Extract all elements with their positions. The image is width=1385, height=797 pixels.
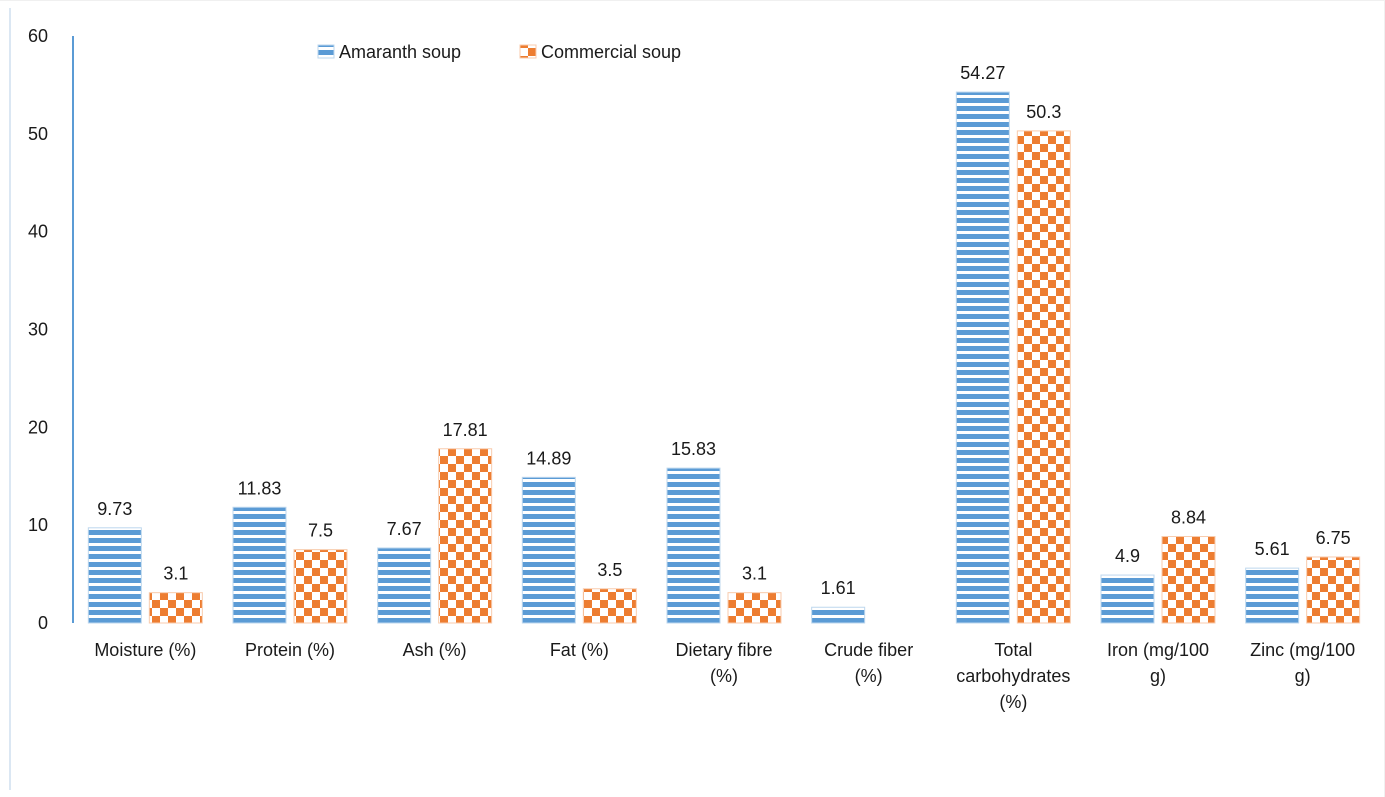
category-label: Crude fiber (%) (824, 640, 913, 686)
bar-amaranth (955, 91, 1010, 624)
y-tick-label: 30 (28, 320, 48, 340)
category-label: Iron (mg/100 g) (1107, 640, 1209, 686)
bar-commercial (727, 592, 782, 624)
data-label: 50.3 (1026, 102, 1061, 122)
bars (87, 91, 1361, 624)
data-label: 3.5 (597, 560, 622, 580)
bar-amaranth (521, 476, 576, 624)
data-label: 7.5 (308, 521, 333, 541)
bar-commercial (1161, 536, 1216, 624)
bar-amaranth (666, 467, 721, 624)
data-label: 11.83 (238, 478, 282, 498)
category-label: Total carbohydrates (%) (956, 640, 1070, 712)
data-labels: 9.73 11.83 7.67 14.89 15.83 1.61 54.27 4.9 5.61 3… (97, 63, 1350, 598)
category-labels: Moisture (%) Protein (%) Ash (%) Fat (%) Die… (94, 640, 1355, 712)
y-tick-label: 0 (38, 613, 48, 633)
bar-amaranth (87, 527, 142, 624)
data-label: 5.61 (1255, 539, 1290, 559)
data-label: 54.27 (960, 63, 1005, 83)
legend-swatch-commercial (519, 44, 537, 59)
data-label: 6.75 (1316, 528, 1351, 548)
category-label: Protein (%) (245, 640, 335, 660)
data-label: 1.61 (821, 578, 856, 598)
y-tick-label: 10 (28, 515, 48, 535)
data-label: 14.89 (526, 448, 571, 468)
data-label: 15.83 (671, 439, 716, 459)
data-label: 3.1 (742, 564, 767, 584)
y-tick-label: 40 (28, 222, 48, 242)
category-label: Dietary fibre (%) (675, 640, 772, 686)
y-tick-label: 50 (28, 124, 48, 144)
y-tick-label: 60 (28, 26, 48, 46)
y-tick-label: 20 (28, 417, 48, 437)
bar-amaranth (1100, 574, 1155, 624)
bar-commercial (148, 592, 203, 624)
category-label: Fat (%) (550, 640, 609, 660)
y-axis: 0 10 20 30 40 50 60 (28, 26, 74, 633)
legend: Amaranth soup Commercial soup (317, 42, 681, 62)
data-label: 3.1 (163, 564, 188, 584)
bar-commercial (1016, 130, 1071, 624)
data-label: 17.81 (443, 420, 488, 440)
bar-amaranth (1245, 567, 1300, 624)
legend-swatch-amaranth (317, 44, 335, 59)
data-label: 9.73 (97, 499, 132, 519)
bar-amaranth (232, 506, 287, 624)
bar-commercial (582, 588, 637, 624)
legend-label-amaranth: Amaranth soup (339, 42, 461, 62)
left-border-rule (9, 8, 11, 790)
bar-amaranth (811, 606, 866, 624)
bar-commercial (293, 549, 348, 624)
bar-amaranth (377, 547, 432, 624)
bar-commercial (438, 448, 493, 624)
category-label: Zinc (mg/100 g) (1250, 640, 1355, 686)
data-label: 4.9 (1115, 546, 1140, 566)
category-label: Moisture (%) (94, 640, 196, 660)
bar-commercial (1306, 556, 1361, 624)
data-label: 7.67 (387, 519, 422, 539)
category-label: Ash (%) (403, 640, 467, 660)
legend-label-commercial: Commercial soup (541, 42, 681, 62)
data-label: 8.84 (1171, 508, 1206, 528)
